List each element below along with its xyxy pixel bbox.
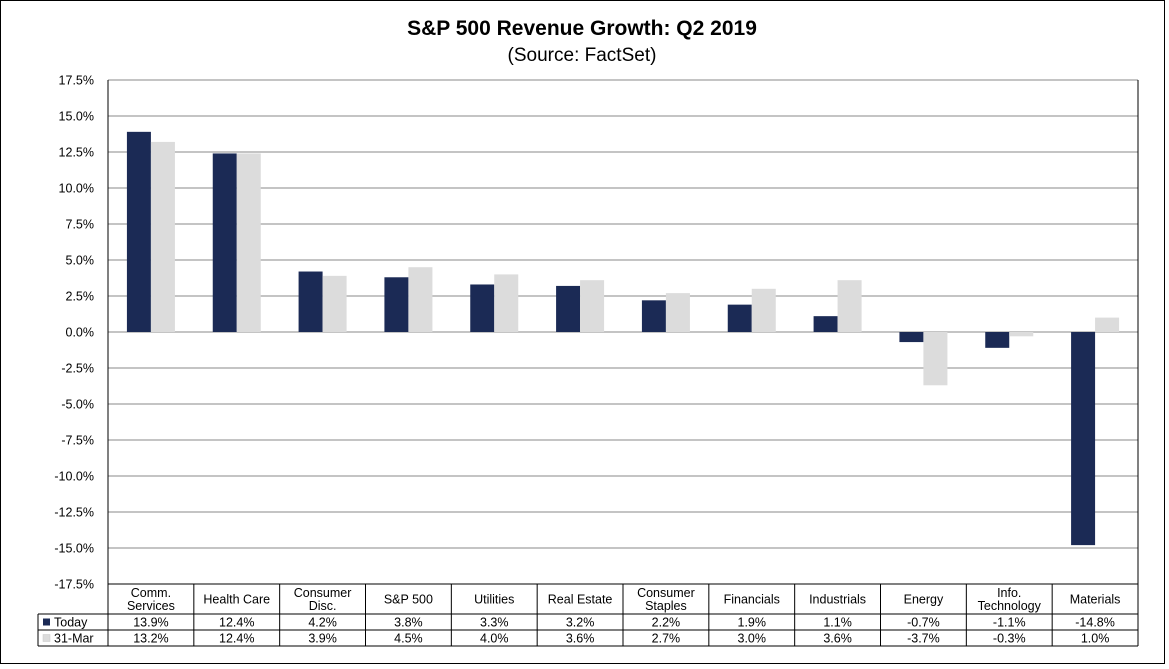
y-tick-label: -17.5% [54,578,94,592]
category-label: Materials [1070,593,1121,607]
data-label: -0.7% [907,616,940,630]
bar-today [899,332,924,343]
bar-today [985,332,1010,348]
bar-today [384,277,409,332]
data-label: 3.6% [566,632,595,646]
y-tick-label: -2.5% [61,362,94,376]
data-label: 3.6% [823,632,852,646]
bar-31-mar [408,267,433,332]
bar-today [641,300,666,332]
category-label: Consumer [294,586,352,600]
bars [126,131,1120,546]
y-tick-label: -10.0% [54,470,94,484]
data-label: 4.5% [394,632,423,646]
category-label: Consumer [637,586,695,600]
bar-31-mar [923,332,948,386]
data-label: -0.3% [993,632,1026,646]
category-label: Disc. [309,599,337,613]
bar-31-mar [494,274,519,332]
data-label: 3.8% [394,616,423,630]
bar-31-mar [837,280,862,332]
chart-title: S&P 500 Revenue Growth: Q2 2019 [407,17,757,40]
legend-key-today [43,618,50,626]
bar-today [727,304,752,332]
data-label: 13.2% [133,632,168,646]
y-tick-label: -15.0% [54,542,94,556]
data-label: -3.7% [907,632,940,646]
legend-key-31-mar [42,634,51,642]
series-name: 31-Mar [54,632,94,646]
category-label: Services [127,599,175,613]
data-label: 3.9% [308,632,337,646]
y-tick-label: 12.5% [59,146,94,160]
data-label: 4.2% [308,616,337,630]
data-label: 12.4% [219,632,254,646]
bar-today [813,316,838,332]
data-label: 1.1% [823,616,852,630]
category-label: S&P 500 [384,593,433,607]
chart-subtitle: (Source: FactSet) [508,45,657,66]
category-label: Comm. [131,586,171,600]
category-label: Health Care [203,593,270,607]
data-label: 2.7% [652,632,681,646]
y-tick-label: -5.0% [61,398,94,412]
y-tick-label: 5.0% [66,254,95,268]
bar-31-mar [751,288,776,332]
data-label: 4.0% [480,632,509,646]
bar-31-mar [322,275,347,332]
bar-31-mar [1095,317,1120,332]
data-label: 3.2% [566,616,595,630]
bar-31-mar [1009,332,1034,337]
category-label: Energy [904,593,944,607]
bar-today [212,153,237,332]
bar-31-mar [580,280,605,332]
y-tick-label: 7.5% [66,218,95,232]
gridlines [108,79,1138,585]
y-tick-label: 17.5% [59,74,94,88]
y-tick-label: 10.0% [59,182,94,196]
category-label: Industrials [809,593,866,607]
bar-today [298,271,323,332]
data-label: 1.0% [1081,632,1110,646]
data-label: 3.0% [738,632,767,646]
data-label: -14.8% [1075,616,1115,630]
data-label: 12.4% [219,616,254,630]
category-label: Real Estate [548,593,613,607]
data-label: 13.9% [133,616,168,630]
data-label: 2.2% [652,616,681,630]
data-label: 1.9% [738,616,767,630]
series-name: Today [54,616,88,630]
y-tick-label: 15.0% [59,110,94,124]
y-tick-label: 0.0% [66,326,95,340]
bar-today [1071,332,1096,546]
bar-31-mar [665,293,690,332]
y-axis: 17.5% 15.0% 12.5% 10.0% 7.5% 5.0% 2.5% 0.0% -2.5… [54,74,94,592]
bar-31-mar [150,141,175,332]
bar-today [556,285,581,332]
category-label: Staples [645,599,687,613]
y-tick-label: -12.5% [54,506,94,520]
category-label: Technology [978,599,1042,613]
y-tick-label: 2.5% [66,290,95,304]
data-label: -1.1% [993,616,1026,630]
bar-today [470,284,495,332]
y-tick-label: -7.5% [61,434,94,448]
bar-today [126,131,151,332]
category-label: Financials [724,593,780,607]
category-label: Utilities [474,593,514,607]
bar-31-mar [236,153,261,332]
data-label: 3.3% [480,616,509,630]
category-label: Info. [997,586,1021,600]
